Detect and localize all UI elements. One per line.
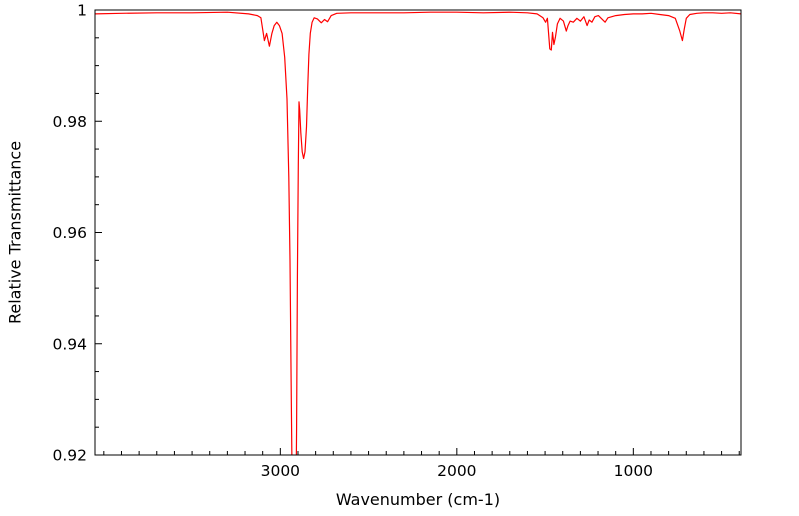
y-tick-label: 0.96 <box>52 224 87 242</box>
y-axis-label: Relative Transmittance <box>5 140 25 325</box>
x-axis-label: Wavenumber (cm-1) <box>335 490 501 509</box>
y-tick-label: 0.94 <box>52 335 87 353</box>
x-tick-label: 3000 <box>261 462 300 480</box>
x-tick-label: 2000 <box>437 462 476 480</box>
spectrum-line <box>95 11 741 455</box>
x-tick-label: 1000 <box>614 462 653 480</box>
y-tick-label: 0.98 <box>52 113 87 131</box>
y-tick-label: 1 <box>77 2 87 20</box>
y-tick-label: 0.92 <box>52 447 87 465</box>
plot-frame <box>94 9 742 456</box>
